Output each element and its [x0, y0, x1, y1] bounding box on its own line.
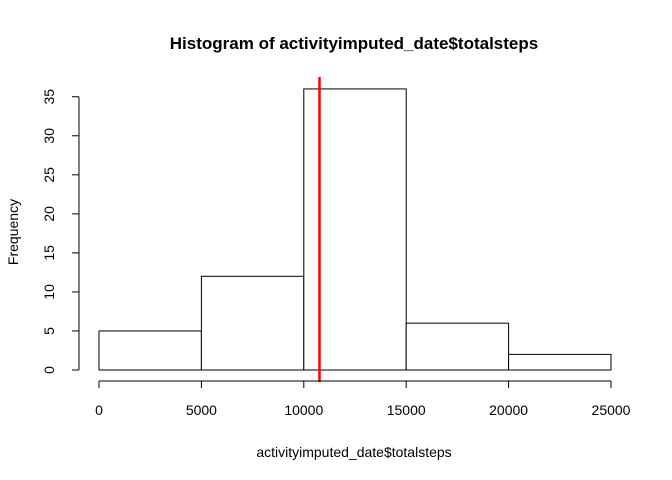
y-tick-label: 30	[41, 128, 57, 144]
histogram-bar-2	[303, 88, 407, 371]
histogram-bar-1	[200, 275, 305, 371]
chart-title: Histogram of activityimputed_date$totals…	[170, 34, 538, 53]
x-tick-label: 15000	[387, 402, 426, 418]
bars-group	[98, 88, 612, 371]
x-tick-label: 20000	[489, 402, 528, 418]
y-tick-label: 5	[41, 327, 57, 335]
x-tick-label: 5000	[186, 402, 217, 418]
y-axis: 0 5 10 15 20 25 30 35	[41, 89, 80, 374]
histogram-bar-4	[508, 353, 612, 371]
x-axis-label: activityimputed_date$totalsteps	[256, 444, 451, 460]
y-tick-label: 20	[41, 206, 57, 222]
histogram-bar-0	[98, 330, 202, 371]
y-axis-label: Frequency	[5, 199, 21, 265]
x-tick-label: 10000	[284, 402, 323, 418]
y-tick-label: 10	[41, 284, 57, 300]
y-tick-label: 15	[41, 245, 57, 261]
y-tick-label: 0	[41, 366, 57, 374]
x-tick-label: 25000	[592, 402, 631, 418]
histogram-bar-3	[405, 322, 510, 371]
y-tick-label: 35	[41, 89, 57, 105]
x-tick-label: 0	[95, 402, 103, 418]
x-axis: 0 5000 10000 15000 20000 25000	[95, 380, 631, 418]
y-tick-label: 25	[41, 167, 57, 183]
